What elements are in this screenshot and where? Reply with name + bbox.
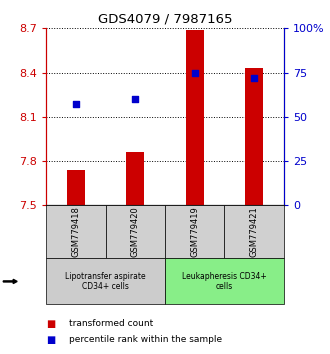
Text: GSM779421: GSM779421 <box>249 206 259 257</box>
Text: Lipotransfer aspirate
CD34+ cells: Lipotransfer aspirate CD34+ cells <box>65 272 146 291</box>
Bar <box>186 30 204 205</box>
Point <box>251 75 257 81</box>
Text: GSM779420: GSM779420 <box>131 206 140 257</box>
Text: ■: ■ <box>46 319 55 329</box>
Point <box>133 96 138 102</box>
Text: GSM779418: GSM779418 <box>71 206 81 257</box>
Bar <box>245 68 263 205</box>
Title: GDS4079 / 7987165: GDS4079 / 7987165 <box>98 13 232 26</box>
Point <box>73 102 79 107</box>
Text: Leukapheresis CD34+
cells: Leukapheresis CD34+ cells <box>182 272 267 291</box>
Text: ■: ■ <box>46 335 55 345</box>
Bar <box>126 152 144 205</box>
Bar <box>67 170 85 205</box>
Text: GSM779419: GSM779419 <box>190 206 199 257</box>
Text: transformed count: transformed count <box>69 319 153 329</box>
Text: percentile rank within the sample: percentile rank within the sample <box>69 335 222 344</box>
Point <box>192 70 197 75</box>
